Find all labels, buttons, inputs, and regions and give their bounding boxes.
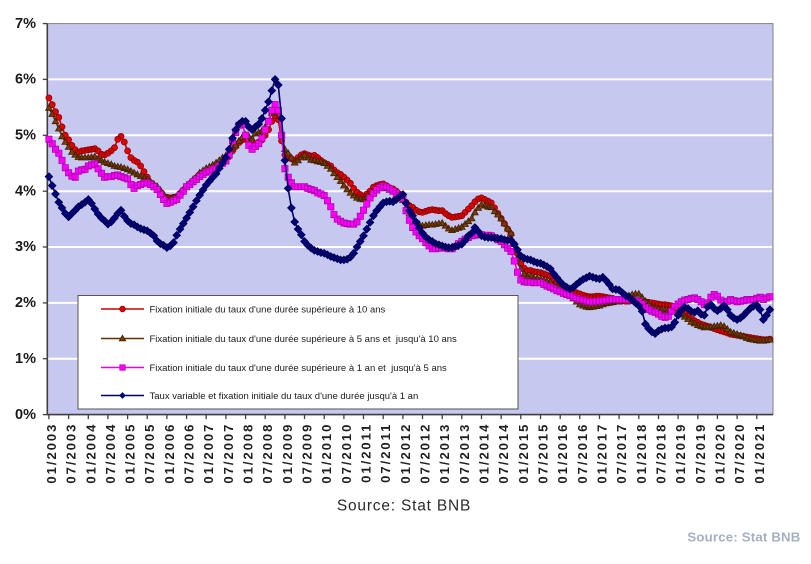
svg-text:01/2012: 01/2012 (398, 423, 413, 484)
svg-text:0%: 0% (15, 407, 36, 423)
svg-text:Fixation initiale du taux d'un: Fixation initiale du taux d'une durée su… (150, 334, 458, 345)
svg-text:01/2017: 01/2017 (595, 423, 610, 484)
svg-text:07/2004: 07/2004 (103, 423, 118, 484)
svg-text:3%: 3% (15, 239, 36, 255)
svg-text:Taux variable et fixation init: Taux variable et fixation initiale du ta… (150, 391, 419, 402)
svg-text:01/2003: 01/2003 (44, 423, 59, 484)
svg-text:07/2005: 07/2005 (142, 423, 157, 484)
svg-text:7%: 7% (15, 16, 36, 32)
svg-text:07/2016: 07/2016 (575, 423, 590, 484)
svg-text:07/2020: 07/2020 (732, 423, 747, 484)
svg-text:01/2008: 01/2008 (241, 423, 256, 484)
svg-text:5%: 5% (15, 128, 36, 144)
svg-text:01/2005: 01/2005 (123, 423, 138, 484)
svg-text:01/2020: 01/2020 (712, 423, 727, 484)
svg-text:01/2007: 01/2007 (201, 423, 216, 484)
svg-text:07/2018: 07/2018 (654, 423, 669, 484)
svg-text:07/2010: 07/2010 (339, 423, 354, 484)
svg-text:01/2018: 01/2018 (634, 423, 649, 484)
svg-text:01/2011: 01/2011 (359, 423, 374, 483)
svg-text:07/2009: 07/2009 (300, 423, 315, 484)
svg-text:2%: 2% (15, 295, 36, 311)
svg-text:07/2007: 07/2007 (221, 423, 236, 484)
svg-text:07/2006: 07/2006 (182, 423, 197, 484)
svg-text:01/2006: 01/2006 (162, 423, 177, 484)
svg-text:01/2013: 01/2013 (437, 423, 452, 484)
svg-text:Fixation initiale du taux d'un: Fixation initiale du taux d'une durée su… (150, 305, 386, 316)
svg-text:01/2009: 01/2009 (280, 423, 295, 484)
svg-text:01/2021: 01/2021 (752, 423, 767, 484)
svg-text:Source: Stat BNB: Source: Stat BNB (687, 530, 800, 545)
svg-text:01/2015: 01/2015 (516, 423, 531, 484)
svg-text:07/2008: 07/2008 (260, 423, 275, 484)
svg-text:07/2015: 07/2015 (536, 423, 551, 484)
svg-text:07/2014: 07/2014 (496, 423, 511, 484)
svg-text:07/2012: 07/2012 (418, 423, 433, 484)
svg-text:07/2003: 07/2003 (64, 423, 79, 484)
svg-text:01/2014: 01/2014 (477, 423, 492, 484)
svg-text:07/2013: 07/2013 (457, 423, 472, 484)
svg-text:6%: 6% (15, 72, 36, 88)
svg-text:01/2016: 01/2016 (555, 423, 570, 484)
svg-text:07/2019: 07/2019 (693, 423, 708, 484)
svg-text:Source: Stat BNB: Source: Stat BNB (337, 498, 471, 515)
svg-text:01/2019: 01/2019 (673, 423, 688, 484)
svg-text:01/2010: 01/2010 (319, 423, 334, 484)
svg-text:01/2004: 01/2004 (83, 423, 98, 484)
svg-text:4%: 4% (15, 183, 36, 199)
svg-text:Fixation initiale du taux d'un: Fixation initiale du taux d'une durée su… (150, 363, 448, 374)
svg-text:07/2011: 07/2011 (378, 423, 393, 483)
svg-text:1%: 1% (15, 351, 36, 367)
svg-text:07/2017: 07/2017 (614, 423, 629, 484)
